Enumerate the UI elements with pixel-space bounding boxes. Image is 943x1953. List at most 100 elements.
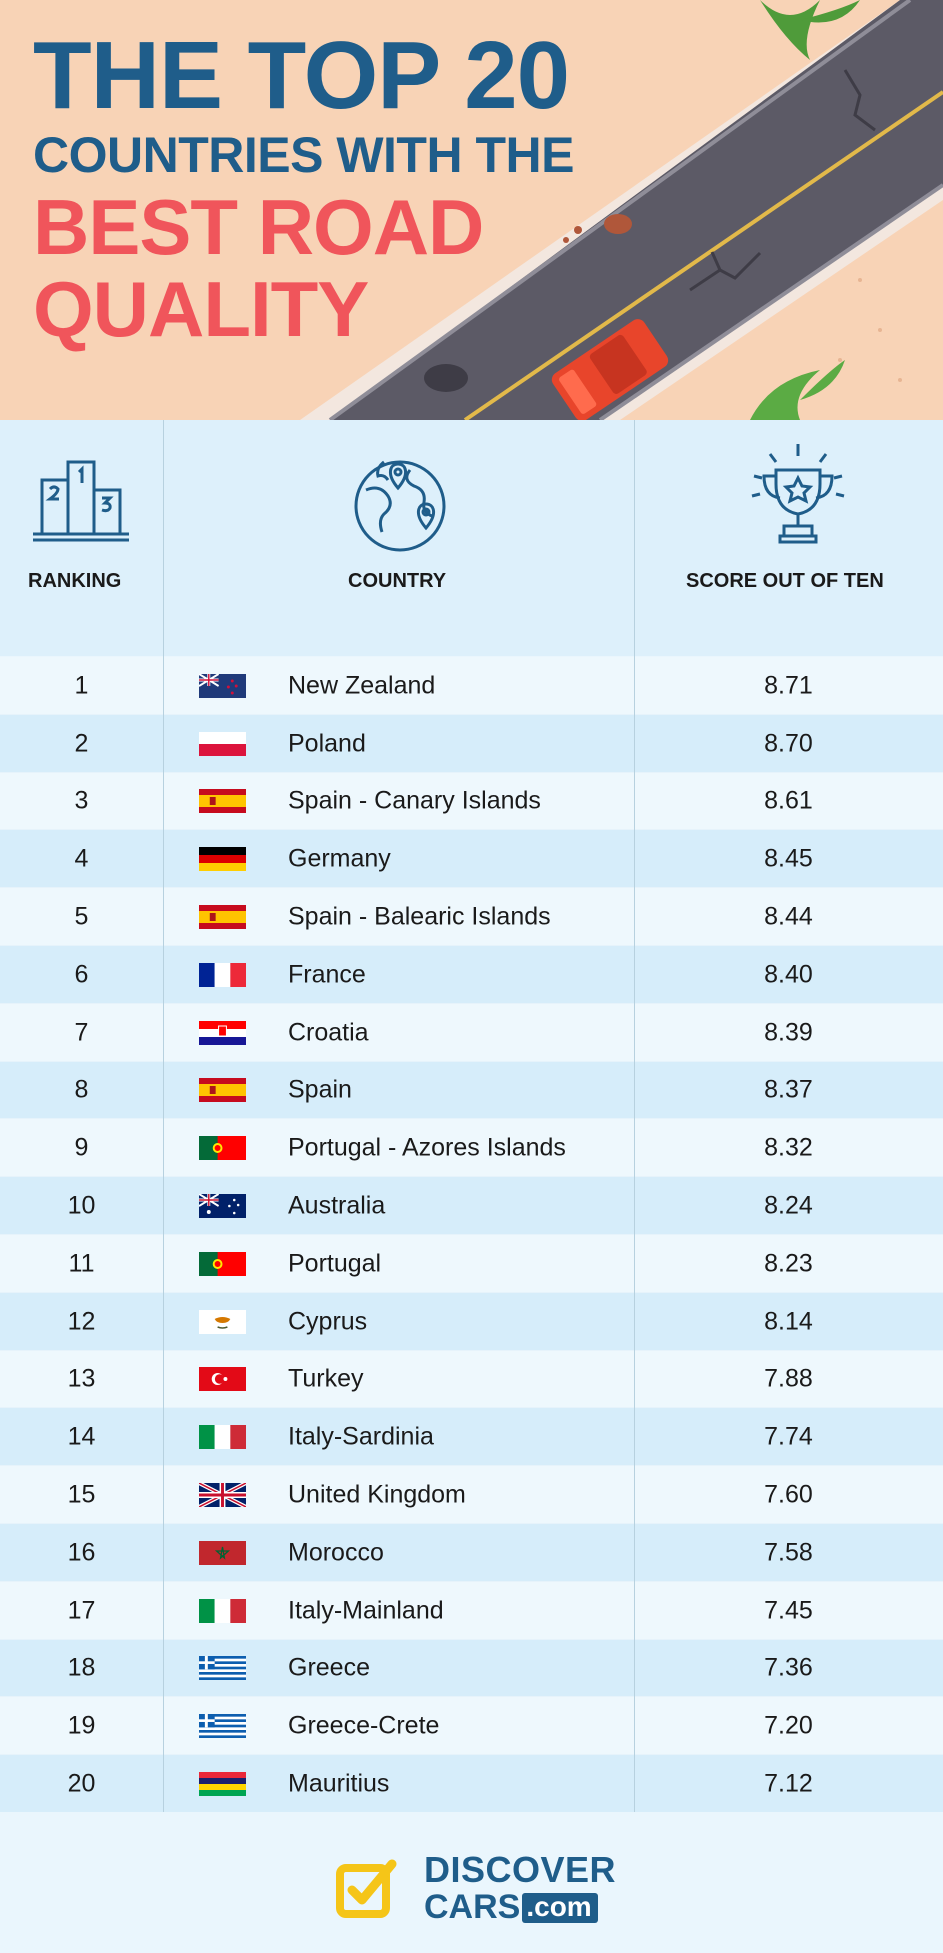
poland-flag-icon xyxy=(199,731,246,756)
country-name: Spain - Canary Islands xyxy=(288,786,541,815)
country-name: Turkey xyxy=(288,1364,364,1393)
spain-flag-icon xyxy=(199,905,246,930)
table-row: 7 Croatia 8.39 xyxy=(0,1003,943,1062)
checkbox-logo-icon xyxy=(336,1859,397,1918)
country-name: Italy-Mainland xyxy=(288,1596,444,1625)
country-name: Cyprus xyxy=(288,1307,368,1336)
row-separator xyxy=(0,887,943,889)
rank-value: 8 xyxy=(74,1075,89,1104)
brand-domain: .com xyxy=(522,1893,598,1923)
ranking-table: 1 New Zealand 8.71 2 Poland 8.70 3 Spain - Cana… xyxy=(0,657,943,1813)
rank-value: 1 xyxy=(74,671,89,700)
table-row: 4 Germany 8.45 xyxy=(0,830,943,889)
table-row: 11 Portugal 8.23 xyxy=(0,1234,943,1293)
brand-logo: DISCOVER CARS .com xyxy=(424,1849,617,1926)
table-row: 17 Italy-Mainland 7.45 xyxy=(0,1581,943,1640)
score-value: 8.45 xyxy=(764,844,813,873)
globe-pin-icon xyxy=(354,460,446,552)
cyprus-flag-icon xyxy=(199,1309,246,1334)
table-row: 18 Greece 7.36 xyxy=(0,1639,943,1698)
row-separator xyxy=(0,1696,943,1698)
brand-line-2: CARS xyxy=(424,1888,521,1926)
country-name: Portugal xyxy=(288,1249,382,1278)
rank-value: 11 xyxy=(68,1249,95,1278)
title-line-2: COUNTRIES WITH THE xyxy=(33,127,574,183)
rank-value: 13 xyxy=(67,1364,96,1393)
table-row: 5 Spain - Balearic Islands 8.44 xyxy=(0,888,943,946)
table-row: 6 France 8.40 xyxy=(0,945,943,1004)
table-row: 14 Italy-Sardinia 7.74 xyxy=(0,1408,943,1467)
footer: DISCOVER CARS .com xyxy=(0,1812,943,1953)
score-value: 7.12 xyxy=(764,1769,813,1798)
rank-value: 9 xyxy=(74,1133,89,1162)
italy-flag-icon xyxy=(199,1598,246,1623)
row-separator xyxy=(0,1176,943,1178)
new-zealand-flag-icon xyxy=(199,673,246,698)
column-divider xyxy=(634,420,635,1812)
country-name: Croatia xyxy=(288,1018,369,1047)
score-value: 7.36 xyxy=(764,1653,813,1682)
table-row: 2 Poland 8.70 xyxy=(0,714,943,773)
table-row: 10 Australia 8.24 xyxy=(0,1177,943,1235)
score-value: 7.74 xyxy=(764,1422,813,1451)
rank-value: 19 xyxy=(67,1711,96,1740)
row-separator xyxy=(0,1754,943,1756)
brand-line-1: DISCOVER xyxy=(424,1849,617,1890)
table-row: 9 Portugal - Azores Islands 8.32 xyxy=(0,1119,943,1178)
country-name: Spain - Balearic Islands xyxy=(288,902,551,931)
italy-flag-icon xyxy=(199,1425,246,1450)
rank-value: 6 xyxy=(74,960,89,989)
page-title: THE TOP 20 COUNTRIES WITH THE BEST ROAD … xyxy=(33,22,574,349)
rank-value: 16 xyxy=(67,1538,96,1567)
greece-flag-icon xyxy=(199,1656,246,1681)
country-name: Mauritius xyxy=(288,1769,390,1798)
turkey-flag-icon xyxy=(199,1367,246,1392)
score-value: 7.60 xyxy=(764,1480,813,1509)
rank-value: 18 xyxy=(67,1653,96,1682)
row-separator xyxy=(0,713,943,715)
score-value: 8.37 xyxy=(764,1075,813,1104)
rank-value: 14 xyxy=(67,1422,96,1451)
country-name: Portugal - Azores Islands xyxy=(288,1133,566,1162)
title-line-1: THE TOP 20 xyxy=(33,22,570,129)
country-name: France xyxy=(288,960,366,989)
podium-icon xyxy=(33,460,129,542)
table-row: 12 Cyprus 8.14 xyxy=(0,1292,943,1351)
score-value: 8.23 xyxy=(764,1249,813,1278)
row-separator xyxy=(0,771,943,773)
country-name: Australia xyxy=(288,1191,386,1220)
score-value: 7.58 xyxy=(764,1538,813,1567)
row-separator xyxy=(0,829,943,831)
score-value: 8.70 xyxy=(764,729,813,758)
country-name: Italy-Sardinia xyxy=(288,1422,434,1451)
country-name: Greece-Crete xyxy=(288,1711,440,1740)
rank-value: 2 xyxy=(74,729,89,758)
column-divider xyxy=(163,420,164,1812)
table-row: 15 United Kingdom 7.60 xyxy=(0,1466,943,1524)
australia-flag-icon xyxy=(199,1194,246,1219)
row-separator xyxy=(0,1233,943,1235)
row-separator xyxy=(0,1522,943,1524)
rank-value: 10 xyxy=(67,1191,96,1220)
rank-value: 15 xyxy=(67,1480,96,1509)
row-separator xyxy=(0,1465,943,1467)
country-name: Morocco xyxy=(288,1538,384,1567)
score-value: 7.88 xyxy=(764,1364,813,1393)
score-value: 8.71 xyxy=(764,671,813,700)
score-value: 8.24 xyxy=(764,1191,813,1220)
country-name: United Kingdom xyxy=(288,1480,466,1509)
road-illustration xyxy=(300,0,943,420)
greece-flag-icon xyxy=(199,1714,246,1739)
row-separator xyxy=(0,1118,943,1120)
row-separator xyxy=(0,1580,943,1582)
score-value: 7.20 xyxy=(764,1711,813,1740)
country-name: Spain xyxy=(288,1075,352,1104)
row-separator xyxy=(0,944,943,946)
table-header: RANKING COUNTRY SCORE OUT OF TEN xyxy=(0,420,943,656)
france-flag-icon xyxy=(199,962,246,987)
trophy-icon xyxy=(751,444,845,544)
country-name: Greece xyxy=(288,1653,370,1682)
row-separator xyxy=(0,1349,943,1351)
column-header-country: COUNTRY xyxy=(348,570,447,592)
score-value: 8.39 xyxy=(764,1018,813,1047)
